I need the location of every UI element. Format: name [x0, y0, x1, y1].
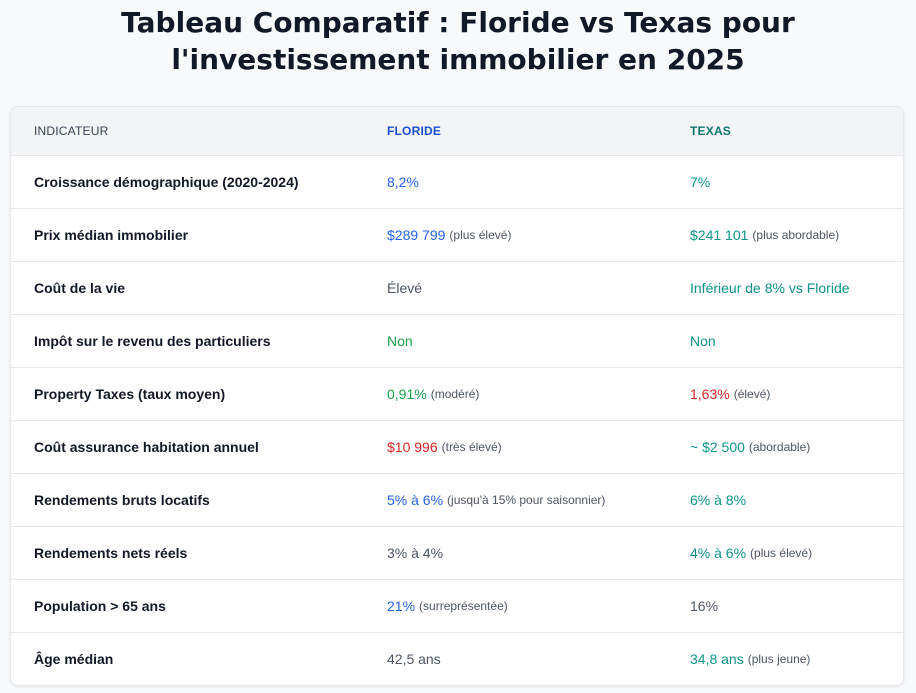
texas-note: (abordable)	[748, 440, 811, 454]
floride-note: (très élevé)	[441, 440, 502, 454]
texas-value: 1,63%	[690, 386, 730, 402]
indicator-label-rendements-bruts-locatifs: Rendements bruts locatifs	[34, 492, 210, 508]
indicator-label-property-taxes-taux-moyen: Property Taxes (taux moyen)	[34, 386, 226, 402]
indicator-label-population-65-ans: Population > 65 ans	[34, 598, 166, 614]
texas-value: Inférieur de 8% vs Floride	[690, 280, 850, 296]
texas-cell: 6% à 8%	[690, 474, 746, 526]
floride-cell: $10 996 (très élevé)	[387, 421, 502, 473]
floride-cell: 42,5 ans	[387, 633, 441, 685]
texas-value: 34,8 ans	[690, 651, 744, 667]
floride-cell: 8,2%	[387, 156, 419, 208]
texas-value: ~ $2 500	[690, 439, 745, 455]
texas-value: 6% à 8%	[690, 492, 747, 508]
floride-note: (surreprésentée)	[419, 599, 508, 613]
floride-value: 5% à 6%	[387, 492, 444, 508]
table-row: Croissance démographique (2020-2024) 8,2%…	[11, 155, 903, 208]
floride-value: Non	[387, 333, 413, 349]
floride-value: 0,91%	[387, 386, 427, 402]
texas-note: (plus abordable)	[752, 228, 840, 242]
texas-cell: Inférieur de 8% vs Floride	[690, 262, 850, 314]
floride-note: (modéré)	[430, 387, 480, 401]
floride-cell: $289 799 (plus élevé)	[387, 209, 511, 261]
floride-cell: 0,91% (modéré)	[387, 368, 479, 420]
texas-cell: 4% à 6% (plus élevé)	[690, 527, 812, 579]
floride-value: $10 996	[387, 439, 438, 455]
table-row: Âge médian 42,5 ans 34,8 ans (plus jeune)	[11, 632, 903, 685]
texas-cell: $241 101 (plus abordable)	[690, 209, 839, 261]
floride-cell: 21% (surreprésentée)	[387, 580, 508, 632]
indicator-label-cout-de-la-vie: Coût de la vie	[34, 280, 126, 296]
indicator-label-impot-sur-le-revenu-des-particuliers: Impôt sur le revenu des particuliers	[34, 333, 271, 349]
table-row: Property Taxes (taux moyen) 0,91% (modéré)…	[11, 367, 903, 420]
table-row: Population > 65 ans 21% (surreprésentée) 16…	[11, 579, 903, 632]
table-row: Rendements bruts locatifs 5% à 6% (jusqu'à…	[11, 473, 903, 526]
header-floride: FLORIDE	[387, 124, 442, 138]
texas-value: 16%	[690, 598, 719, 614]
table-row: Impôt sur le revenu des particuliers Non N…	[11, 314, 903, 367]
floride-cell: 5% à 6% (jusqu'à 15% pour saisonnier)	[387, 474, 605, 526]
indicator-label-rendements-nets-reels: Rendements nets réels	[34, 545, 188, 561]
texas-cell: 16%	[690, 580, 718, 632]
indicator-label-cout-assurance-habitation-annuel: Coût assurance habitation annuel	[34, 439, 259, 455]
texas-value: $241 101	[690, 227, 749, 243]
texas-note: (élevé)	[733, 387, 771, 401]
table-row: Prix médian immobilier $289 799 (plus élev…	[11, 208, 903, 261]
floride-note: (plus élevé)	[449, 228, 512, 242]
texas-note: (plus jeune)	[747, 652, 811, 666]
floride-note: (jusqu'à 15% pour saisonnier)	[447, 493, 606, 507]
floride-value: Élevé	[387, 280, 423, 296]
texas-value: 7%	[690, 174, 711, 190]
floride-value: 8,2%	[387, 174, 419, 190]
comparison-table: INDICATEUR FLORIDE TEXAS Croissance démo…	[10, 106, 904, 686]
header-indicateur: INDICATEUR	[34, 124, 109, 138]
indicator-label-prix-median-immobilier: Prix médian immobilier	[34, 227, 189, 243]
table-row: Coût assurance habitation annuel $10 996(…	[11, 420, 903, 473]
floride-value: 3% à 4%	[387, 545, 444, 561]
texas-value: 4% à 6%	[690, 545, 747, 561]
floride-cell: Non	[387, 315, 413, 367]
indicator-label-age-median: Âge médian	[34, 651, 114, 667]
table-header-row: INDICATEUR FLORIDE TEXAS	[11, 107, 903, 155]
floride-cell: 3% à 4%	[387, 527, 443, 579]
texas-value: Non	[690, 333, 716, 349]
texas-cell: 7%	[690, 156, 710, 208]
floride-cell: Élevé	[387, 262, 422, 314]
floride-value: 21%	[387, 598, 416, 614]
texas-cell: ~ $2 500 (abordable)	[690, 421, 810, 473]
floride-value: 42,5 ans	[387, 651, 441, 667]
table-row: Coût de la vie Élevé Inférieur de 8% vs Fl…	[11, 261, 903, 314]
header-texas: TEXAS	[690, 124, 732, 138]
texas-cell: 34,8 ans (plus jeune)	[690, 633, 810, 685]
texas-cell: Non	[690, 315, 716, 367]
texas-cell: 1,63% (élevé)	[690, 368, 770, 420]
indicator-label-croissance-demographique-2020-2024: Croissance démographique (2020-2024)	[34, 174, 299, 190]
floride-value: $289 799	[387, 227, 446, 243]
page-title: Tableau Comparatif : Floride vs Texas po…	[121, 6, 795, 76]
texas-note: (plus élevé)	[750, 546, 813, 560]
table-row: Rendements nets réels 3% à 4% 4% à 6% (plus…	[11, 526, 903, 579]
